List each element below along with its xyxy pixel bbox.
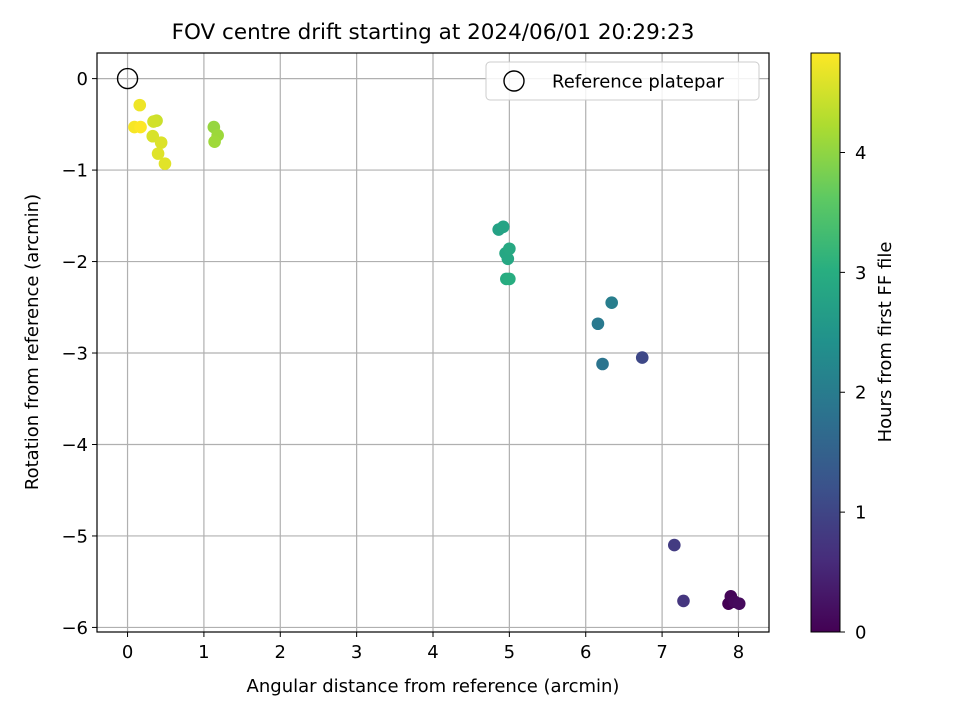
chart-title: FOV centre drift starting at 2024/06/01 … xyxy=(172,20,695,45)
data-point xyxy=(147,115,160,128)
x-tick-label: 1 xyxy=(198,642,209,663)
colorbar-tick-label: 0 xyxy=(855,623,866,644)
colorbar-tick-label: 3 xyxy=(855,263,866,284)
data-point xyxy=(503,242,516,256)
legend-box xyxy=(485,61,760,101)
data-point xyxy=(151,147,165,160)
data-point xyxy=(158,157,172,170)
data-point xyxy=(154,136,168,149)
y-tick-label: −5 xyxy=(61,526,88,547)
data-point xyxy=(732,597,746,610)
colorbar-label: Hours from first FF file xyxy=(875,242,896,443)
y-tick-label: −6 xyxy=(61,618,88,639)
x-tick-label: 4 xyxy=(427,642,438,663)
data-point xyxy=(133,98,147,112)
plot-frame xyxy=(96,52,770,633)
reference-platepar-marker xyxy=(116,67,139,90)
legend-marker-reference xyxy=(503,70,525,92)
data-point xyxy=(596,357,609,371)
data-point xyxy=(668,538,681,552)
colorbar-tick-label: 2 xyxy=(855,383,866,404)
data-point xyxy=(134,120,147,134)
data-point xyxy=(591,317,605,331)
colorbar-gradient xyxy=(810,52,841,633)
axes: 0 1 2 3 4 5 6 7 8 0 −1 −2 −3 −4 −5 −6 xyxy=(61,52,770,663)
x-tick-label: 6 xyxy=(580,642,591,663)
data-point xyxy=(605,296,618,310)
data-point xyxy=(496,220,510,234)
x-tick-label: 0 xyxy=(122,642,133,663)
legend: Reference platepar xyxy=(485,61,760,101)
x-tick-label: 3 xyxy=(351,642,362,663)
x-tick-label: 5 xyxy=(504,642,515,663)
scatter-points xyxy=(116,67,746,610)
x-tick-label: 8 xyxy=(733,642,744,663)
y-tick-label: −4 xyxy=(61,435,88,456)
data-point xyxy=(503,272,516,286)
x-tick-label: 2 xyxy=(275,642,286,663)
x-axis-label: Angular distance from reference (arcmin) xyxy=(247,676,620,697)
y-tick-label: −3 xyxy=(61,344,88,365)
data-point xyxy=(501,252,515,266)
y-tick-label: −1 xyxy=(61,161,88,182)
y-tick-label: 0 xyxy=(77,69,88,90)
data-point xyxy=(677,594,690,608)
colorbar: 0 1 2 3 4 Hours from first FF file xyxy=(810,52,896,644)
y-axis-label: Rotation from reference (arcmin) xyxy=(22,194,43,490)
grid-lines xyxy=(97,53,769,632)
y-tick-label: −2 xyxy=(61,252,88,273)
x-tick-label: 7 xyxy=(656,642,667,663)
colorbar-ticks: 0 1 2 3 4 xyxy=(840,143,866,644)
colorbar-tick-label: 4 xyxy=(855,143,866,164)
data-point xyxy=(208,135,221,149)
data-point xyxy=(635,351,649,364)
legend-label-reference: Reference platepar xyxy=(552,72,724,93)
colorbar-tick-label: 1 xyxy=(855,503,866,524)
